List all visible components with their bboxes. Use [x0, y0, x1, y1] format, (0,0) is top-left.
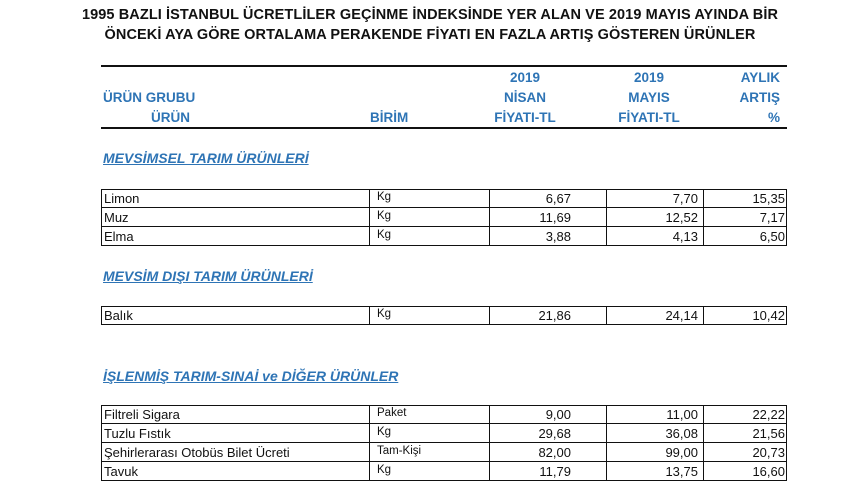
row-unit: Kg — [377, 191, 392, 203]
table-row: Elma Kg 3,88 4,13 6,50 — [101, 227, 787, 246]
row-name: Filtreli Sigara — [104, 407, 180, 422]
row-may-price: 4,13 — [672, 229, 698, 244]
table-row: Tavuk Kg 11,79 13,75 16,60 — [101, 462, 787, 481]
header-may-year: 2019 — [633, 70, 665, 85]
row-may-price: 7,70 — [672, 191, 698, 206]
row-april-price: 11,79 — [539, 464, 571, 479]
row-name: Muz — [104, 210, 129, 225]
header-change-3: % — [767, 110, 780, 125]
row-april-price: 82,00 — [538, 445, 571, 460]
row-april-price: 29,68 — [538, 426, 571, 441]
row-name: Balık — [104, 308, 133, 323]
row-change: 6,50 — [759, 229, 785, 244]
row-april-price: 3,88 — [545, 229, 571, 244]
row-may-price: 36,08 — [665, 426, 698, 441]
row-name: Şehirlerarası Otobüs Bilet Ücreti — [104, 445, 290, 460]
row-name: Tavuk — [104, 464, 138, 479]
row-unit: Kg — [377, 229, 392, 241]
section-title-off-season: MEVSİM DIŞI TARIM ÜRÜNLERİ — [103, 268, 313, 284]
table-row: Şehirlerarası Otobüs Bilet Ücreti Tam-Ki… — [101, 443, 787, 462]
row-change: 7,17 — [759, 210, 785, 225]
row-unit: Kg — [377, 210, 392, 222]
header-group: ÜRÜN GRUBU — [103, 90, 196, 105]
row-change: 20,73 — [752, 445, 785, 460]
header-bottom-rule — [101, 127, 787, 129]
row-may-price: 99,00 — [665, 445, 698, 460]
row-change: 21,56 — [752, 426, 785, 441]
row-name: Elma — [104, 229, 134, 244]
row-change: 16,60 — [752, 464, 785, 479]
row-change: 10,42 — [752, 308, 785, 323]
table-row: Limon Kg 6,67 7,70 15,35 — [101, 189, 787, 208]
page-title-line-1: 1995 BAZLI İSTANBUL ÜCRETLİLER GEÇİNME İ… — [81, 7, 779, 23]
header-product: ÜRÜN — [151, 110, 190, 125]
row-unit: Kg — [377, 308, 392, 320]
table-row: Filtreli Sigara Paket 9,00 11,00 22,22 — [101, 405, 787, 424]
row-change: 15,35 — [752, 191, 785, 206]
header-change-1: AYLIK — [740, 70, 780, 85]
row-may-price: 13,75 — [665, 464, 698, 479]
header-change-2: ARTIŞ — [739, 90, 781, 105]
row-may-price: 12,52 — [665, 210, 698, 225]
header-top-rule — [101, 65, 787, 67]
header-may-price: FİYATI-TL — [618, 110, 680, 125]
header-april-month: NİSAN — [503, 90, 546, 105]
header-april-price: FİYATI-TL — [494, 110, 556, 125]
row-unit: Tam-Kişi — [377, 445, 422, 457]
section-title-processed: İŞLENMİŞ TARIM-SINAİ ve DİĞER ÜRÜNLER — [103, 368, 399, 384]
header-unit: BİRİM — [370, 110, 409, 125]
row-april-price: 6,67 — [545, 191, 571, 206]
header-april-year: 2019 — [509, 70, 541, 85]
table-row: Balık Kg 21,86 24,14 10,42 — [101, 306, 787, 325]
table-row: Tuzlu Fıstık Kg 29,68 36,08 21,56 — [101, 424, 787, 443]
row-change: 22,22 — [752, 407, 785, 422]
row-may-price: 11,00 — [666, 407, 698, 422]
row-name: Tuzlu Fıstık — [104, 426, 171, 441]
row-april-price: 21,86 — [538, 308, 571, 323]
row-april-price: 9,00 — [545, 407, 571, 422]
row-name: Limon — [104, 191, 140, 206]
row-unit: Kg — [377, 464, 392, 476]
page-title-line-2: ÖNCEKİ AYA GÖRE ORTALAMA PERAKENDE FİYAT… — [104, 27, 756, 43]
table-row: Muz Kg 11,69 12,52 7,17 — [101, 208, 787, 227]
row-may-price: 24,14 — [665, 308, 698, 323]
row-unit: Paket — [377, 407, 407, 419]
section-title-seasonal: MEVSİMSEL TARIM ÜRÜNLERİ — [103, 150, 309, 166]
row-april-price: 11,69 — [539, 210, 571, 225]
header-may-month: MAYIS — [628, 90, 670, 105]
row-unit: Kg — [377, 426, 392, 438]
